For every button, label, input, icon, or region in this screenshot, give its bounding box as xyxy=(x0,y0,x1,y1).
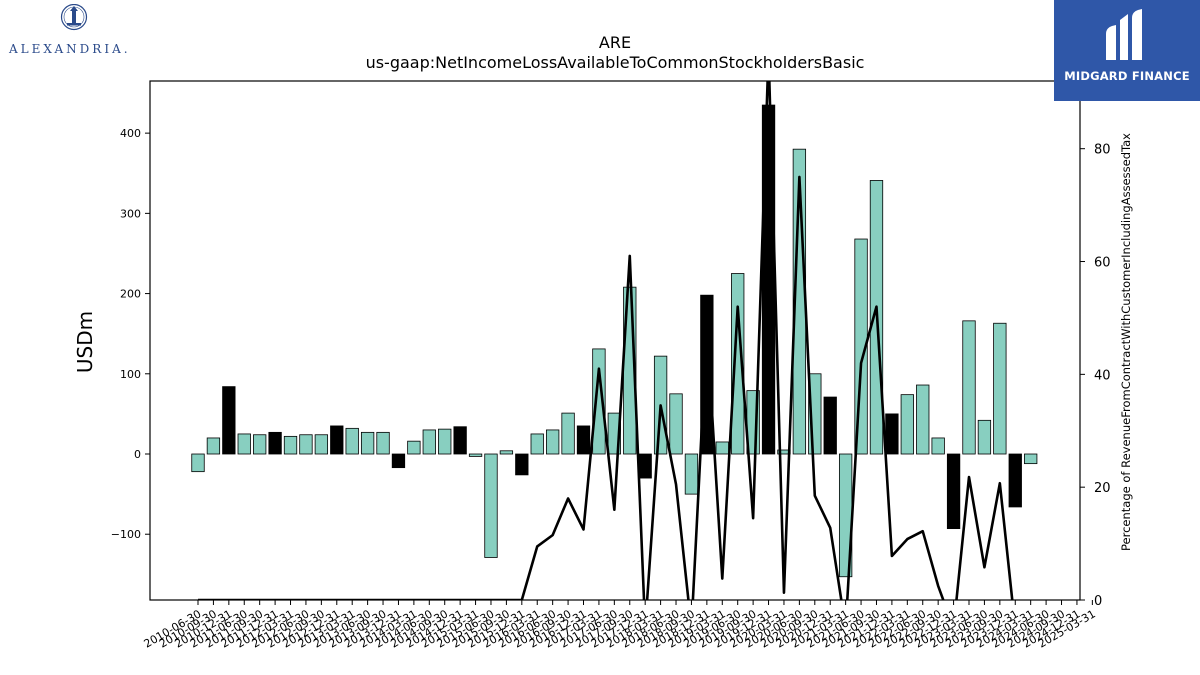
y-tick-label: 0 xyxy=(134,448,141,461)
bars-layer xyxy=(191,104,1038,578)
bar xyxy=(391,453,406,469)
bar xyxy=(946,453,961,530)
y-tick-label: 400 xyxy=(120,127,141,140)
y2-tick-label: 40 xyxy=(1094,368,1111,383)
bar xyxy=(993,322,1007,455)
bar xyxy=(360,431,375,455)
bar xyxy=(268,431,282,455)
bar xyxy=(916,384,930,455)
bar xyxy=(407,440,421,455)
bar xyxy=(885,413,899,455)
bar xyxy=(253,434,267,455)
y-tick-label: −100 xyxy=(111,528,141,541)
bar xyxy=(237,433,251,455)
y2-tick-label: 60 xyxy=(1094,256,1111,271)
bar xyxy=(931,437,945,455)
bar xyxy=(453,426,467,455)
y-tick-label: 300 xyxy=(120,207,141,220)
alexandria-logo-text: ALEXANDRIA. xyxy=(9,42,131,56)
bar xyxy=(962,320,976,455)
bar xyxy=(330,425,344,455)
midgard-finance-logo: MIDGARD FINANCE xyxy=(1054,0,1200,101)
bar xyxy=(422,429,436,455)
alexandria-emblem-icon xyxy=(60,3,88,31)
bar xyxy=(977,419,992,455)
line-layer xyxy=(198,80,1014,600)
bar xyxy=(561,412,575,455)
bar xyxy=(499,450,514,455)
bar xyxy=(222,386,236,455)
bar xyxy=(299,434,313,455)
series-line xyxy=(198,80,1014,600)
bar xyxy=(191,453,205,473)
bar xyxy=(715,441,729,455)
bar xyxy=(638,453,652,479)
bar xyxy=(576,425,591,455)
bar xyxy=(530,433,544,455)
bar xyxy=(900,394,914,455)
bar xyxy=(376,431,390,455)
midgard-emblem-icon xyxy=(1106,9,1142,60)
bar xyxy=(592,348,606,455)
midgard-logo-text: MIDGARD FINANCE xyxy=(1064,69,1190,83)
y-tick-label: 100 xyxy=(120,368,141,381)
bar xyxy=(345,427,359,455)
y2-axis-label: Percentage of RevenueFromContractWithCus… xyxy=(1119,133,1133,551)
axes-layer: −10001002003004000204060802010-06-302010… xyxy=(111,80,1111,651)
y2-tick-label: 0 xyxy=(1094,594,1102,609)
bar xyxy=(283,435,298,455)
bar xyxy=(314,434,329,455)
bar xyxy=(731,273,745,455)
alexandria-logo: ALEXANDRIA. xyxy=(4,3,149,56)
bar xyxy=(484,453,498,558)
bar xyxy=(823,396,837,455)
chart-title: ARE xyxy=(598,33,632,52)
bar xyxy=(515,453,529,476)
y2-tick-label: 20 xyxy=(1094,481,1111,496)
bar xyxy=(669,393,683,455)
y-axis-label: USDm xyxy=(73,311,97,373)
plot-frame xyxy=(149,80,1081,601)
bar xyxy=(1008,453,1022,508)
bar xyxy=(206,437,221,455)
bar xyxy=(468,453,483,457)
y2-tick-label: 80 xyxy=(1094,143,1111,158)
bar xyxy=(546,429,560,455)
bar xyxy=(684,453,699,495)
bar xyxy=(1024,453,1038,465)
y-tick-label: 200 xyxy=(120,288,141,301)
bar xyxy=(438,428,452,455)
chart-subtitle: us-gaap:NetIncomeLossAvailableToCommonSt… xyxy=(365,53,865,72)
